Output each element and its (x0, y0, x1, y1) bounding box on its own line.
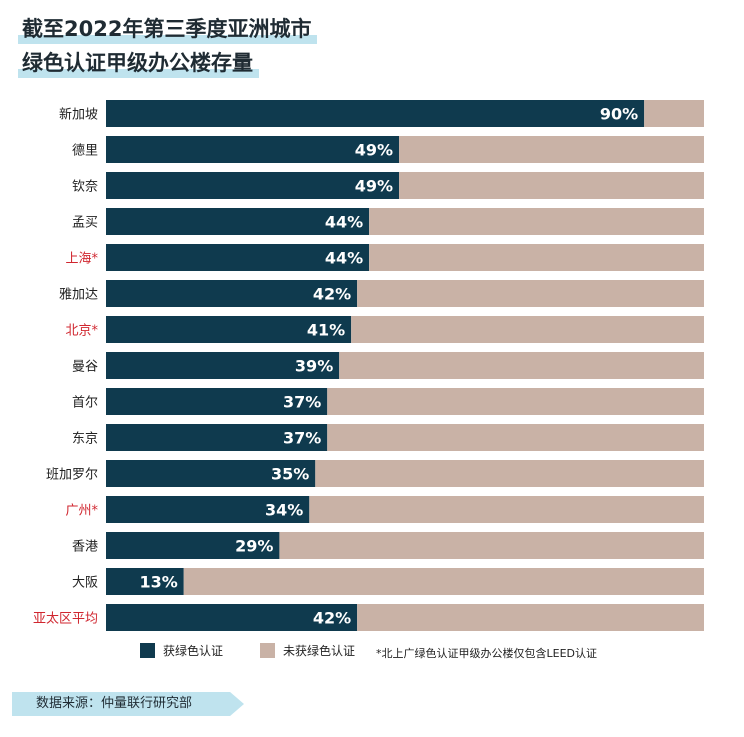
category-label: 亚太区平均 (33, 612, 98, 627)
bar-uncertified (183, 568, 705, 595)
bar-uncertified (327, 424, 704, 451)
bar-uncertified (339, 352, 704, 379)
data-label: 44% (325, 249, 363, 268)
legend-label-uncertified: 未获绿色认证 (283, 644, 356, 658)
bar-uncertified (309, 496, 704, 523)
data-label: 41% (307, 321, 345, 340)
data-label: 42% (313, 609, 351, 628)
source-banner (12, 692, 244, 716)
data-label: 42% (313, 285, 351, 304)
bar-certified (106, 280, 358, 307)
bar-certified (106, 424, 328, 451)
category-label: 东京 (72, 432, 98, 447)
bar-certified (106, 316, 352, 343)
category-label: 北京* (65, 324, 98, 339)
bar-certified (106, 388, 328, 415)
bar-uncertified (399, 172, 704, 199)
legend-item-certified: 获绿色认证 (140, 642, 223, 659)
bar-uncertified (399, 136, 704, 163)
category-label: 雅加达 (59, 288, 98, 303)
data-label: 49% (355, 177, 393, 196)
data-label: 49% (355, 141, 393, 160)
bar-uncertified (279, 532, 704, 559)
category-label: 广州* (65, 504, 98, 519)
data-label: 13% (139, 573, 177, 592)
bar-uncertified (357, 604, 704, 631)
bar-certified (106, 100, 645, 127)
chart-title-line-1: 截至2022年第三季度亚洲城市 (18, 14, 318, 44)
bar-certified (106, 532, 280, 559)
legend-label-certified: 获绿色认证 (163, 644, 224, 658)
chart-title-line-2: 绿色认证甲级办公楼存量 (18, 48, 259, 78)
legend-item-uncertified: 未获绿色认证 (260, 642, 355, 659)
bar-certified (106, 208, 370, 235)
category-label: 曼谷 (72, 360, 98, 375)
bar-uncertified (369, 244, 704, 271)
bar-uncertified (357, 280, 704, 307)
data-label: 35% (271, 465, 309, 484)
bar-certified (106, 460, 316, 487)
bar-uncertified (327, 388, 704, 415)
bar-certified (106, 352, 340, 379)
bar-certified (106, 496, 310, 523)
data-label: 44% (325, 213, 363, 232)
bar-uncertified (351, 316, 704, 343)
category-label: 新加坡 (59, 107, 98, 123)
bar-uncertified (644, 100, 704, 127)
footnote: *北上广绿色认证甲级办公楼仅包含LEED认证 (376, 647, 597, 660)
category-label: 钦奈 (72, 180, 98, 195)
data-label: 37% (283, 393, 321, 412)
category-label: 大阪 (72, 576, 98, 591)
bar-uncertified (315, 460, 704, 487)
data-label: 39% (295, 357, 333, 376)
bar-certified (106, 568, 184, 595)
category-label: 香港 (72, 540, 98, 555)
data-label: 29% (235, 537, 273, 556)
data-label: 90% (600, 105, 638, 124)
bar-certified (106, 244, 370, 271)
bar-certified (106, 172, 400, 199)
bar-chart: 新加坡 90% 德里 49% 钦奈 49% 孟买 44% 上海* 44% 雅加达 42% 北京* 41% 曼… (33, 100, 705, 631)
category-label: 上海* (65, 252, 98, 267)
bar-uncertified (369, 208, 704, 235)
source-text: 数据来源：仲量联行研究部 (36, 696, 193, 711)
category-label: 德里 (72, 144, 98, 159)
bar-certified (106, 136, 400, 163)
data-label: 34% (265, 501, 303, 520)
bar-certified (106, 604, 358, 631)
category-label: 孟买 (72, 216, 98, 231)
data-label: 37% (283, 429, 321, 448)
category-label: 班加罗尔 (46, 468, 98, 483)
legend-swatch-uncertified (260, 643, 275, 658)
legend-swatch-certified (140, 643, 155, 658)
category-label: 首尔 (72, 396, 98, 411)
